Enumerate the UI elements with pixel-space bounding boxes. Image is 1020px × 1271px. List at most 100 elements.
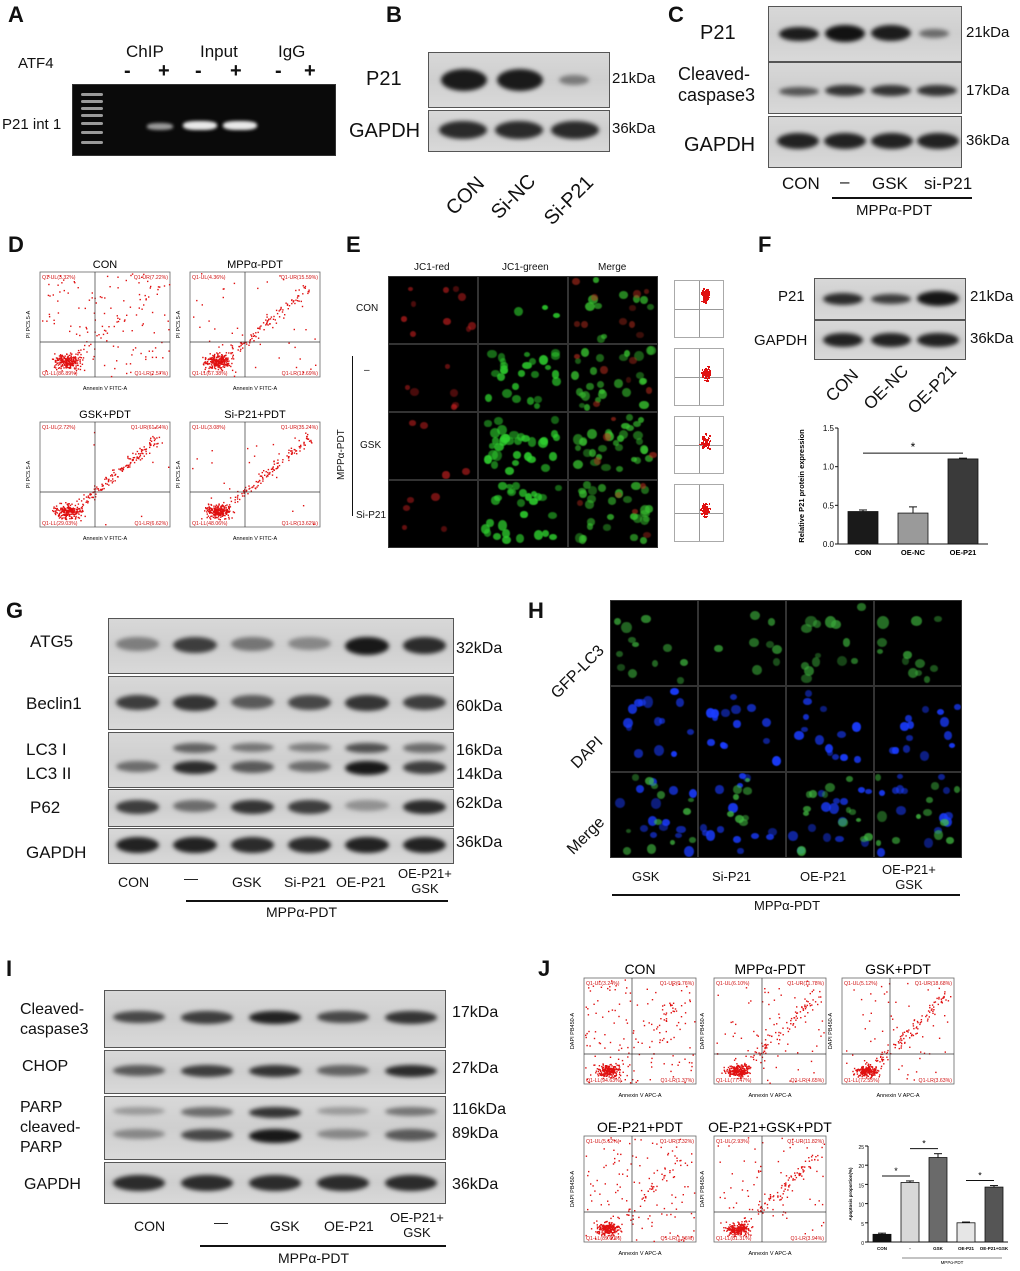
event-dot — [62, 355, 64, 358]
event-dot — [727, 1072, 730, 1074]
event-dot — [122, 330, 124, 332]
event-dot — [221, 504, 224, 506]
event-dot — [247, 493, 249, 495]
event-dot — [677, 1021, 680, 1024]
event-dot — [201, 273, 203, 275]
event-dot — [84, 515, 86, 518]
event-dot — [201, 304, 203, 306]
event-dot — [606, 1224, 609, 1227]
event-dot — [92, 491, 94, 494]
event-dot — [84, 344, 86, 347]
event-dot — [84, 307, 86, 310]
event-dot — [108, 326, 110, 328]
event-dot — [795, 1080, 797, 1083]
event-dot — [725, 1072, 727, 1074]
event-dot — [218, 510, 220, 512]
event-dot — [739, 1230, 742, 1232]
event-dot — [653, 1186, 655, 1188]
event-dot — [222, 513, 224, 515]
event-dot — [600, 1226, 602, 1228]
event-dot — [651, 1182, 653, 1185]
chip-label: ChIP — [126, 42, 164, 61]
event-dot — [591, 1200, 593, 1202]
event-dot — [589, 1045, 591, 1047]
event-dot — [617, 1233, 620, 1235]
y-tick-label: 5 — [861, 1222, 864, 1228]
event-dot — [764, 1039, 767, 1041]
event-dot — [214, 364, 217, 367]
event-dot — [121, 470, 124, 472]
event-dot — [808, 1160, 811, 1162]
event-dot — [78, 508, 80, 510]
event-dot — [684, 1012, 687, 1014]
event-dot — [220, 361, 223, 363]
event-dot — [253, 340, 255, 342]
event-dot — [240, 341, 243, 344]
event-dot — [233, 511, 236, 514]
event-dot — [90, 343, 92, 346]
event-dot — [142, 323, 144, 325]
event-dot — [276, 467, 278, 470]
event-dot — [149, 442, 151, 444]
blot-row-label: GAPDH — [26, 843, 87, 862]
event-dot — [693, 1192, 696, 1194]
event-dot — [875, 1066, 877, 1068]
event-dot — [86, 331, 89, 333]
event-dot — [132, 452, 134, 455]
event-dot — [864, 1073, 867, 1076]
event-dot — [265, 319, 267, 321]
event-dot — [821, 1156, 823, 1158]
event-dot — [598, 1068, 600, 1071]
event-dot — [898, 1068, 900, 1071]
event-dot — [659, 1032, 661, 1034]
event-dot — [629, 992, 632, 994]
event-dot — [642, 1020, 645, 1022]
event-dot — [596, 1232, 598, 1234]
event-dot — [69, 330, 71, 333]
event-dot — [71, 503, 73, 505]
event-dot — [42, 320, 44, 322]
event-dot — [756, 1047, 759, 1049]
event-dot — [257, 484, 259, 487]
event-dot — [756, 1176, 758, 1179]
event-dot — [95, 493, 97, 495]
event-dot — [900, 1045, 903, 1047]
event-dot — [265, 471, 267, 473]
event-dot — [117, 276, 119, 278]
event-dot — [234, 499, 236, 501]
event-dot — [632, 1218, 634, 1220]
event-dot — [865, 1070, 868, 1073]
event-dot — [732, 1021, 734, 1023]
kda-label: 116kDa 89kDa — [452, 1101, 506, 1142]
event-dot — [745, 1072, 748, 1075]
event-dot — [254, 366, 257, 369]
event-dot — [734, 1074, 737, 1076]
event-dot — [156, 446, 158, 448]
event-dot — [915, 1027, 917, 1029]
event-dot — [618, 1015, 620, 1018]
lane-label: OE-P21 — [904, 361, 961, 418]
event-dot — [251, 335, 253, 337]
event-dot — [227, 358, 229, 360]
event-dot — [220, 367, 222, 369]
event-dot — [629, 1064, 631, 1066]
event-dot — [732, 1073, 734, 1075]
event-dot — [287, 457, 290, 459]
event-dot — [153, 332, 155, 334]
event-dot — [610, 1225, 612, 1227]
event-dot — [116, 321, 118, 323]
event-dot — [607, 1235, 610, 1237]
event-dot — [793, 1017, 796, 1019]
event-dot — [941, 1002, 943, 1004]
event-dot — [901, 1042, 903, 1045]
event-dot — [281, 461, 284, 463]
event-dot — [303, 286, 305, 289]
event-dot — [135, 453, 137, 455]
blot-row-label: ATG5 — [30, 632, 74, 651]
event-dot — [64, 361, 67, 363]
event-dot — [744, 1227, 747, 1229]
event-dot — [214, 353, 216, 356]
event-dot — [610, 1231, 612, 1233]
event-dot — [727, 1066, 730, 1069]
